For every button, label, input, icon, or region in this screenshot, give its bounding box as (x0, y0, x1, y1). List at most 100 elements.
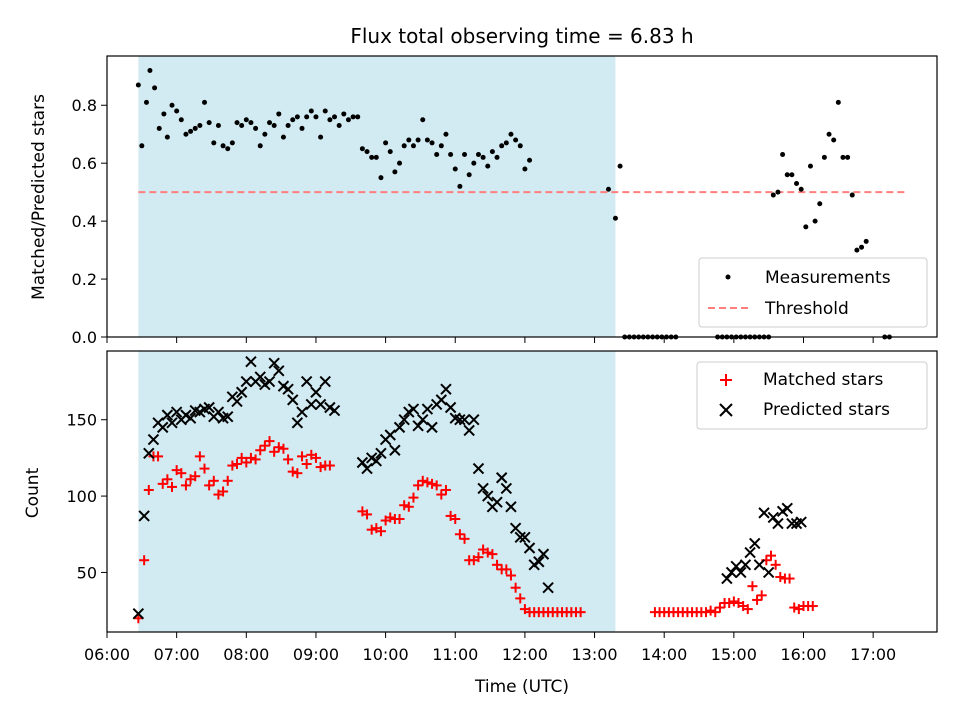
measurement-point (494, 154, 500, 160)
predicted-point (458, 414, 471, 426)
predicted-point (305, 398, 318, 411)
predicted-point (398, 414, 410, 426)
predicted-point (454, 414, 466, 426)
measurement-point (845, 154, 851, 160)
predicted-point (730, 560, 742, 573)
predicted-point-b (533, 556, 545, 568)
xtick-label: 08:00 (223, 645, 269, 664)
measurement-point (840, 154, 846, 160)
figure-title: Flux total observing time = 6.83 h (350, 24, 693, 48)
predicted-point-b (143, 447, 155, 460)
measurement-point (271, 123, 277, 129)
predicted-point (472, 462, 485, 475)
predicted-point (384, 429, 396, 441)
predicted-point (240, 375, 253, 388)
predicted-point-b (458, 414, 471, 426)
predicted-point (245, 355, 257, 368)
measurement-point (147, 67, 153, 73)
predicted-point-b (296, 406, 308, 418)
matched-point (515, 593, 526, 604)
predicted-point-b (170, 406, 183, 418)
matched-point (450, 513, 461, 524)
measurement-point (139, 143, 145, 149)
legend-matched-label: Matched stars (763, 370, 883, 390)
matched-point (292, 468, 303, 479)
predicted-point-b (189, 404, 201, 417)
legend-matched-marker (720, 374, 732, 386)
predicted-point (282, 383, 294, 395)
matched-point (724, 597, 735, 608)
predicted-point (767, 511, 780, 524)
matched-point (167, 481, 178, 492)
predicted-point-b (449, 412, 461, 424)
predicted-point (356, 456, 369, 469)
measurement-point (513, 137, 519, 143)
measurement-point (211, 140, 217, 146)
matched-point (436, 489, 447, 500)
measurement-point (174, 108, 180, 114)
measurement-point (466, 172, 472, 178)
measurement-point (780, 151, 786, 157)
measurement-point (135, 82, 141, 88)
matched-point (770, 559, 781, 570)
legend-threshold-label: Threshold (764, 299, 849, 319)
predicted-point-b (491, 496, 503, 508)
predicted-point-b (203, 401, 215, 414)
measurement-point (373, 154, 379, 160)
predicted-point (166, 417, 178, 429)
predicted-point-b (240, 375, 253, 388)
predicted-point (222, 410, 234, 423)
predicted-point-b (245, 355, 257, 368)
legend-predicted-label: Predicted stars (763, 400, 890, 420)
matched-point (501, 564, 512, 575)
predicted-point (421, 403, 434, 415)
predicted-point (319, 375, 331, 388)
predicted-point (739, 559, 752, 571)
predicted-point (725, 566, 738, 579)
matched-point (199, 463, 210, 474)
predicted-point-b (319, 375, 331, 388)
measurement-point (332, 114, 338, 120)
measurement-point (313, 114, 319, 120)
predicted-point-b (435, 394, 448, 406)
predicted-point-b (795, 516, 807, 528)
predicted-point (795, 516, 807, 528)
predicted-point (235, 386, 248, 398)
predicted-point-b (282, 383, 294, 395)
matched-point (422, 477, 433, 488)
measurement-point (527, 157, 533, 163)
predicted-point (231, 395, 243, 408)
measurement-point (276, 111, 282, 117)
measurement-point (863, 238, 869, 244)
predicted-point-b (739, 559, 752, 571)
matched-point (208, 475, 219, 486)
predicted-point (542, 582, 554, 594)
predicted-point-b (468, 414, 480, 426)
predicted-point-b (263, 375, 276, 388)
matched-point (278, 443, 289, 454)
matched-point (459, 533, 470, 544)
predicted-point-b (287, 394, 299, 406)
predicted-point-b (157, 421, 169, 434)
measurement-point (817, 201, 823, 207)
matched-point (510, 582, 521, 593)
predicted-point-b (291, 417, 304, 429)
predicted-point (772, 517, 784, 530)
matched-point (742, 604, 753, 615)
matched-point (700, 607, 711, 618)
predicted-point-b (314, 398, 327, 411)
measurement-point (401, 143, 407, 149)
bottom-observing-span (138, 351, 616, 632)
measurement-point (229, 140, 235, 146)
matched-point (232, 459, 243, 470)
measurement-point (410, 143, 416, 149)
matched-point (413, 480, 424, 491)
predicted-point-b (721, 572, 733, 585)
bottom-legend-box (696, 361, 928, 430)
predicted-point (463, 424, 475, 437)
predicted-point (537, 548, 550, 560)
bottom-ytick-label: 100 (66, 487, 97, 506)
measurement-point (434, 151, 440, 157)
measurement-point (443, 131, 449, 137)
xtick-label: 14:00 (641, 645, 687, 664)
